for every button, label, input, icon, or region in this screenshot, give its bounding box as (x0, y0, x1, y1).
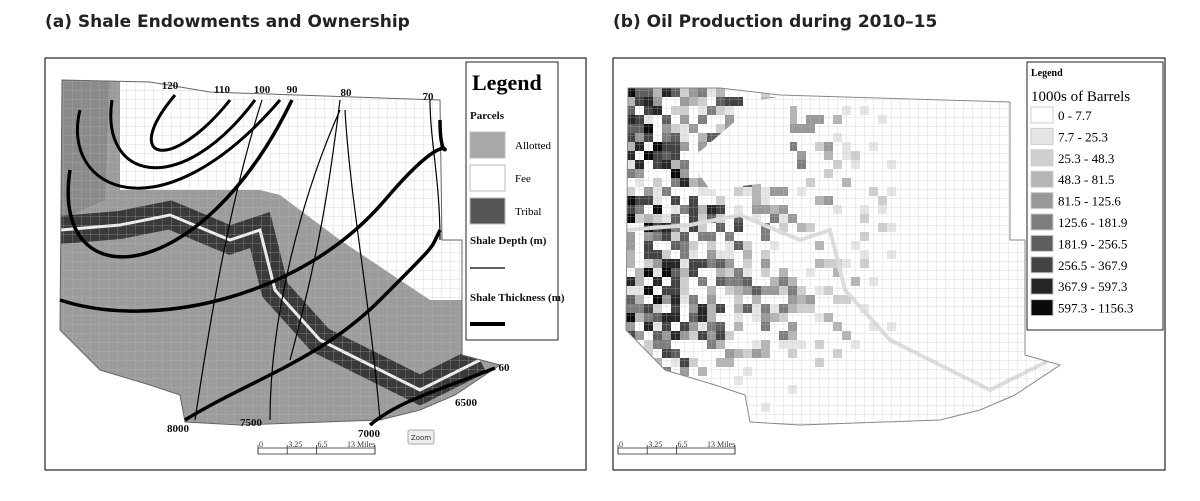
scale-label: 13 Miles (707, 440, 735, 449)
reservation-boundary (59, 79, 502, 426)
contour-label: 8000 (167, 423, 190, 435)
contour-line (368, 366, 496, 427)
contour-line (66, 99, 294, 259)
legend-label: Allotted (515, 140, 552, 152)
legend-swatch (1030, 149, 1054, 167)
contour-line (149, 94, 232, 152)
zoom-button-label[interactable]: Zoom (411, 434, 431, 442)
contour-label: 100 (254, 84, 271, 96)
panel-title: (a) Shale Endowments and Ownership (45, 12, 410, 32)
scale-label: 6.5 (678, 440, 688, 449)
contour-label: 110 (214, 84, 230, 96)
legend-heading: Parcels (470, 110, 505, 122)
legend-swatch (1030, 106, 1054, 124)
contour-line (194, 99, 263, 421)
legend-label: 256.5 - 367.9 (1058, 258, 1127, 273)
legend-unit: 1000s of Barrels (1031, 89, 1130, 105)
scale-label: 6.5 (318, 440, 328, 449)
legend-label: 7.7 - 25.3 (1058, 129, 1108, 144)
legend-swatch (1030, 277, 1054, 295)
contour-line (59, 119, 447, 313)
contour-label: 6500 (455, 397, 478, 409)
contour-label: 7000 (358, 428, 381, 440)
contour-line (269, 109, 341, 421)
legend-swatch (1030, 170, 1054, 188)
contour-label: 60 (499, 362, 511, 374)
legend-swatch (469, 164, 506, 192)
legend-label: 0 - 7.7 (1058, 108, 1092, 123)
parcel-grid (626, 88, 1060, 425)
contour-label: 90 (287, 84, 299, 96)
scale-label: 3.25 (288, 440, 302, 449)
scale-label: 3.25 (648, 440, 662, 449)
scale-label: 13 Miles (347, 440, 375, 449)
reservation-boundary (625, 87, 1062, 426)
contours (59, 94, 496, 427)
legend-swatch (1030, 234, 1054, 252)
legend-swatch (1030, 213, 1054, 231)
contour-label: 70 (423, 91, 435, 103)
contour-line (289, 99, 341, 361)
legend-label: Fee (515, 173, 531, 185)
legend-swatch (1030, 127, 1054, 145)
scale-label: 0 (619, 440, 623, 449)
legend-swatch (469, 197, 506, 225)
zoom-button[interactable]: Zoom (407, 429, 435, 445)
panel-title: (b) Oil Production during 2010–15 (613, 12, 937, 32)
legend-swatch (1030, 256, 1054, 274)
contour-line (109, 99, 257, 170)
legend-label: 25.3 - 48.3 (1058, 151, 1114, 166)
legend-swatch (1030, 192, 1054, 210)
contour-line (429, 99, 441, 241)
legend-label: 48.3 - 81.5 (1058, 172, 1114, 187)
contour-line (76, 99, 282, 190)
legend-title: Legend (1031, 68, 1063, 79)
legend-swatch (469, 131, 506, 159)
legend-title: Legend (472, 70, 542, 95)
legend-label: Tribal (515, 206, 542, 218)
contour-label: 120 (162, 80, 179, 92)
legend-heading: Shale Thickness (m) (470, 292, 565, 304)
legend-heading: Shale Depth (m) (470, 235, 547, 247)
contour-label: 80 (341, 87, 353, 99)
contour-line (344, 109, 381, 421)
legend-label: 81.5 - 125.6 (1058, 194, 1121, 209)
legend-label: 597.3 - 1156.3 (1058, 301, 1133, 316)
legend-label: 181.9 - 256.5 (1058, 236, 1127, 251)
contour-label: 7500 (240, 417, 263, 429)
legend-label: 125.6 - 181.9 (1058, 215, 1127, 230)
legend-swatch (1030, 299, 1054, 317)
legend-label: 367.9 - 597.3 (1058, 279, 1127, 294)
zoom-button-bg[interactable] (407, 429, 435, 445)
scale-label: 0 (259, 440, 263, 449)
